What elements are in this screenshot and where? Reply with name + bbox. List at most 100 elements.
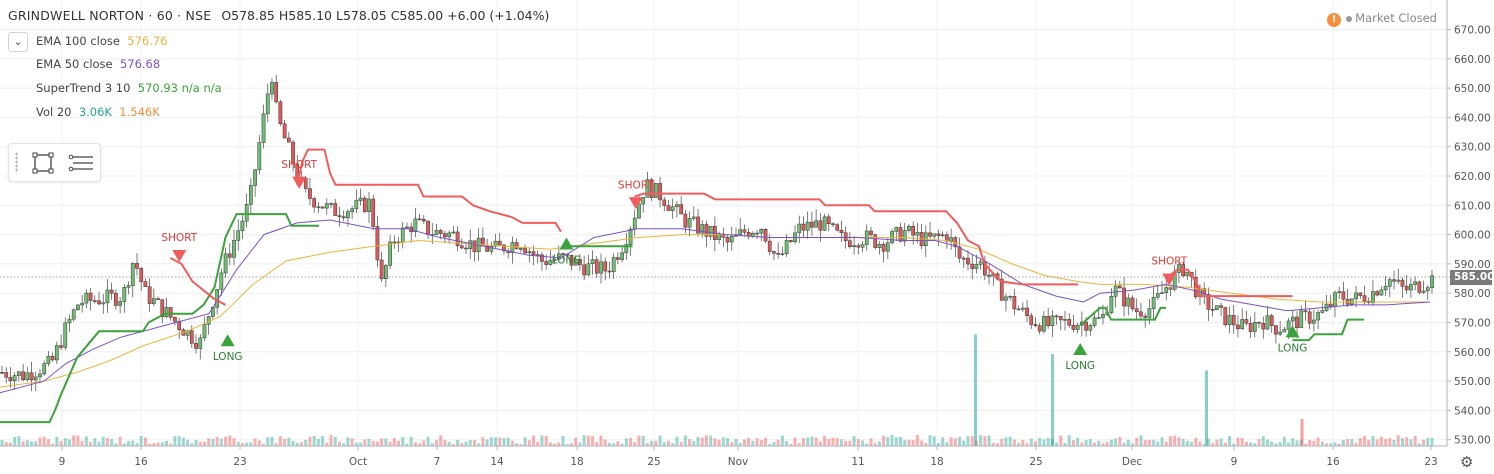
candle-body	[1409, 284, 1413, 291]
volume-bar	[1059, 435, 1063, 446]
candle-body	[1004, 296, 1008, 301]
volume-bar	[903, 440, 907, 446]
candle-body	[130, 263, 135, 286]
candle-body	[616, 257, 620, 260]
market-status[interactable]: ! Market Closed	[1327, 11, 1437, 27]
candle-body	[641, 197, 646, 205]
candle-body	[1265, 315, 1270, 330]
candle-body	[843, 232, 848, 241]
volume-bar	[949, 437, 953, 446]
volume-bar	[194, 439, 198, 446]
legend-supertrend[interactable]: SuperTrend 3 10 570.93 n/a n/a	[36, 81, 222, 95]
candle-body	[869, 230, 873, 236]
volume-bar	[422, 440, 426, 446]
volume-bar	[654, 440, 658, 446]
volume-bar	[645, 443, 649, 446]
long-signal-label: LONG	[1065, 360, 1095, 372]
candle-body	[691, 216, 696, 219]
volume-bar	[553, 443, 557, 446]
candle-body	[961, 257, 966, 260]
volume-bar	[666, 440, 670, 446]
candle-body	[341, 216, 346, 219]
candle-body	[1008, 296, 1013, 298]
volume-bar	[34, 441, 38, 446]
candle-body	[438, 230, 443, 234]
candle-body	[1134, 308, 1139, 313]
volume-bar	[262, 443, 266, 446]
volume-spike	[1300, 419, 1304, 446]
volume-bar	[607, 442, 611, 446]
volume-bar	[734, 439, 738, 446]
volume-bar	[1147, 439, 1151, 446]
volume-bar	[257, 440, 261, 446]
candle-body	[902, 230, 907, 242]
price-tick-label: 630.00	[1454, 142, 1491, 154]
time-tick-label: 18	[930, 456, 943, 468]
volume-bar	[755, 438, 759, 446]
gear-icon[interactable]: ⚙	[1460, 453, 1474, 471]
candle-body	[354, 200, 359, 209]
volume-bar	[582, 435, 586, 446]
volume-bar	[464, 441, 468, 446]
collapse-legend-button[interactable]: ⌄	[8, 32, 28, 52]
legend-volume[interactable]: Vol 20 3.06K 1.546K	[36, 105, 160, 119]
legend-ema100[interactable]: EMA 100 close 576.76	[36, 34, 168, 48]
drawing-toolbox[interactable]	[8, 143, 101, 182]
lines-tool-button[interactable]	[67, 149, 95, 177]
volume-bar	[1004, 437, 1008, 446]
volume-bar	[337, 441, 341, 446]
rectangle-tool-button[interactable]	[29, 149, 57, 177]
volume-bar	[308, 436, 312, 446]
volume-bar	[0, 439, 4, 446]
candle-body	[552, 258, 557, 261]
volume-bar	[1417, 443, 1421, 446]
volume-bar	[1219, 438, 1223, 446]
volume-bar	[932, 436, 936, 446]
candle-body	[413, 218, 418, 233]
price-tick-label: 570.00	[1454, 318, 1491, 330]
volume-bar	[624, 438, 628, 446]
candle-body	[966, 257, 970, 265]
last-price-label: 585.00	[1450, 270, 1494, 285]
volume-bar	[97, 441, 101, 446]
candle-body	[679, 204, 683, 215]
candle-body	[974, 264, 979, 269]
volume-bar	[397, 440, 401, 446]
volume-bar	[658, 435, 662, 446]
volume-bar	[540, 435, 544, 446]
candle-body	[784, 240, 789, 255]
candle-body	[21, 371, 25, 381]
candle-body	[493, 240, 498, 247]
short-signal-arrow	[628, 197, 643, 210]
volume-bar	[169, 443, 173, 446]
toolbox-drag-handle[interactable]	[15, 152, 18, 173]
candle-body	[405, 226, 409, 229]
volume-bar	[941, 437, 945, 446]
candle-body	[523, 248, 527, 254]
volume-bar	[709, 435, 713, 446]
volume-bar	[1055, 442, 1059, 446]
volume-bar	[599, 435, 603, 446]
candle-body	[1139, 311, 1143, 317]
candle-body	[649, 179, 654, 198]
volume-bar	[751, 440, 755, 446]
volume-bar	[409, 436, 413, 446]
volume-bar	[1308, 439, 1312, 446]
price-tick-label: 640.00	[1454, 112, 1491, 124]
candle-body	[489, 245, 494, 252]
volume-bar	[958, 437, 962, 446]
volume-bar	[806, 437, 810, 446]
time-tick-label: 7	[434, 456, 441, 468]
volume-bar	[401, 437, 405, 446]
volume-bar	[1185, 441, 1189, 446]
volume-bar	[629, 437, 633, 446]
lines-tool-icon	[68, 154, 93, 172]
legend-ema50[interactable]: EMA 50 close 576.68	[36, 57, 161, 71]
volume-bar	[996, 443, 1000, 446]
candle-body	[1400, 279, 1405, 287]
volume-bar	[1303, 443, 1307, 446]
volume-bar	[532, 435, 536, 446]
volume-bar	[1392, 439, 1396, 446]
candle-body	[147, 286, 152, 304]
